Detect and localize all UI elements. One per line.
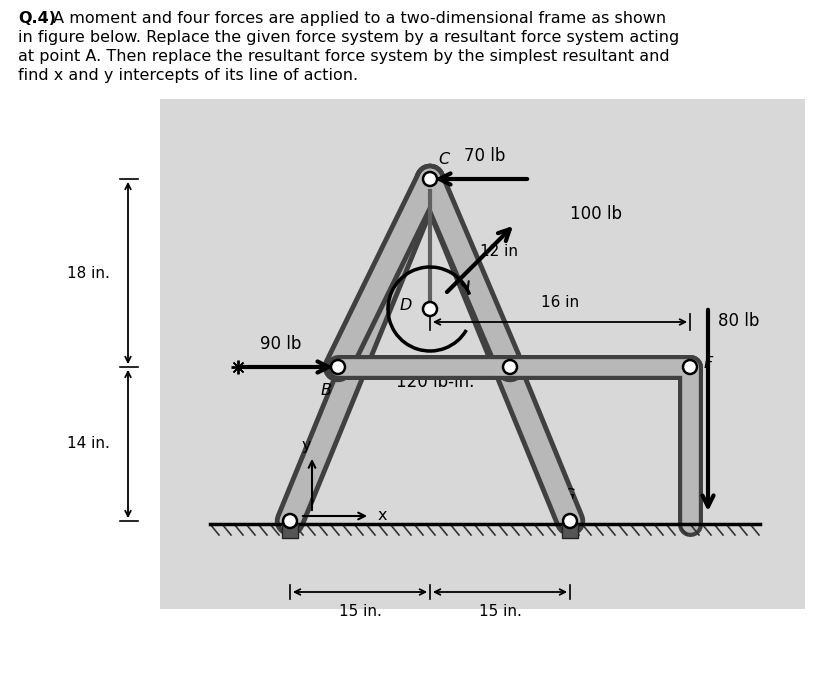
Circle shape (423, 172, 437, 186)
Text: 100 lb: 100 lb (570, 205, 622, 223)
Text: Q.4): Q.4) (18, 11, 56, 26)
Circle shape (563, 514, 577, 528)
Bar (282, 524, 298, 538)
Text: D: D (400, 298, 412, 312)
Text: 80 lb: 80 lb (718, 312, 760, 330)
Text: 90 lb: 90 lb (260, 335, 302, 353)
Bar (562, 524, 578, 538)
Text: x: x (378, 508, 387, 524)
Text: 16 in: 16 in (541, 295, 579, 310)
Text: 12 in: 12 in (480, 244, 518, 259)
Text: 70 lb: 70 lb (464, 147, 506, 165)
Text: A: A (304, 490, 315, 505)
Circle shape (283, 514, 297, 528)
Text: G: G (561, 488, 574, 503)
Circle shape (331, 360, 345, 374)
Text: in figure below. Replace the given force system by a resultant force system acti: in figure below. Replace the given force… (18, 30, 679, 45)
Text: C: C (438, 152, 449, 167)
Text: A moment and four forces are applied to a two-dimensional frame as shown: A moment and four forces are applied to … (48, 11, 666, 26)
Text: y: y (302, 438, 311, 453)
Text: 120 lb-in.: 120 lb-in. (396, 373, 474, 391)
Circle shape (423, 302, 437, 316)
Text: F: F (704, 356, 713, 370)
Circle shape (683, 360, 697, 374)
Circle shape (503, 360, 517, 374)
Text: 18 in.: 18 in. (67, 266, 110, 280)
Text: 14 in.: 14 in. (67, 436, 110, 452)
Text: at point A. Then replace the resultant force system by the simplest resultant an: at point A. Then replace the resultant f… (18, 49, 670, 64)
FancyBboxPatch shape (160, 99, 805, 609)
Text: 15 in.: 15 in. (479, 604, 521, 619)
Text: 15 in.: 15 in. (338, 604, 382, 619)
Text: find x and y intercepts of its line of action.: find x and y intercepts of its line of a… (18, 68, 358, 83)
Text: B: B (321, 383, 332, 398)
Text: E: E (515, 383, 525, 398)
